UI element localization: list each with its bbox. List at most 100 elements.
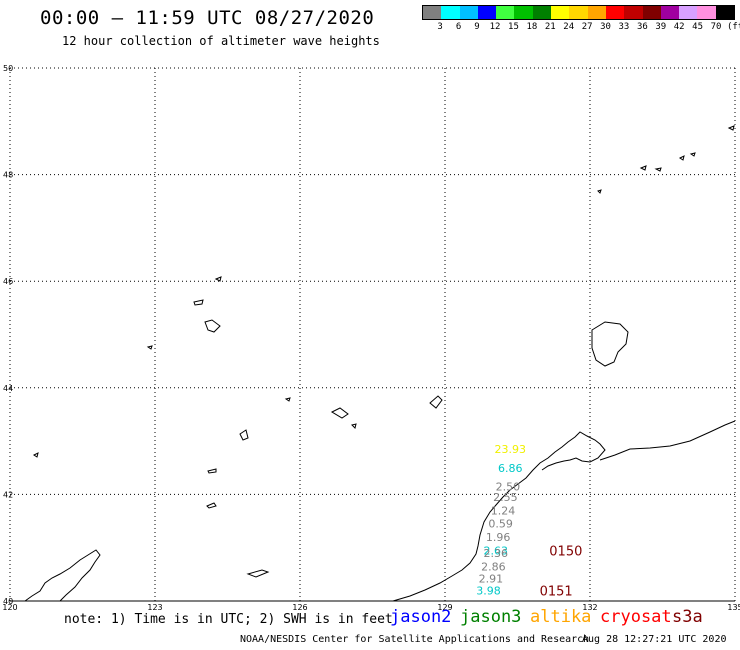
legend-label: 12: [489, 22, 501, 32]
satellite-jason2: jason2: [390, 607, 452, 627]
lake-khanka: [591, 321, 629, 367]
lat-label: 40: [3, 597, 13, 606]
lat-lon-grid: [9, 67, 736, 602]
wave-height-value: 1.96: [486, 531, 511, 544]
legend-swatch: [587, 6, 606, 19]
footer-credit: NOAA/NESDIS Center for Satellite Applica…: [240, 634, 590, 645]
legend-swatch: [477, 6, 497, 19]
lon-label: 123: [147, 603, 162, 612]
satellite-altika: altika: [530, 607, 592, 627]
lake-small-13: [351, 423, 357, 429]
wave-height-value: 2.55: [493, 491, 518, 504]
latitude-labels: 50 48 46 44 42 40: [3, 64, 13, 606]
legend-swatch: [441, 6, 460, 19]
lake-small-16: [679, 155, 685, 161]
wave-height-value: 6.86: [498, 462, 523, 475]
legend-swatch: [697, 6, 716, 19]
pass-labels: 0150 0151: [540, 544, 583, 599]
lon-label: 120: [2, 603, 17, 612]
legend-unit: (ft): [727, 22, 740, 32]
wave-height-value: 2.86: [481, 560, 506, 573]
lake-small-19: [727, 125, 735, 131]
lake-small-10: [146, 345, 153, 350]
wave-height-value: 1.24: [491, 504, 516, 517]
legend-swatch: [514, 6, 533, 19]
lake-small-18: [597, 189, 602, 194]
lon-label: 126: [292, 603, 307, 612]
lake-small-3: [330, 407, 349, 419]
legend-swatch: [496, 6, 515, 19]
coastline-korea-peninsula: [392, 431, 606, 602]
lat-label: 42: [3, 490, 13, 499]
map-subtitle: 12 hour collection of altimeter wave hei…: [62, 34, 380, 48]
lake-small-12: [284, 397, 291, 402]
coastline-liaodong: [24, 549, 101, 602]
legend-label: 42: [673, 22, 685, 32]
lat-label: 50: [3, 64, 13, 73]
map-title: 00:00 – 11:59 UTC 08/27/2020: [40, 7, 375, 29]
legend-label: 70: [710, 22, 722, 32]
legend-label: 21: [544, 22, 556, 32]
legend-swatch: [679, 6, 698, 19]
wave-height-value: 2.36: [484, 547, 509, 560]
legend-swatch: [605, 6, 625, 19]
lake-small-1: [204, 319, 221, 333]
legend-swatch: [532, 6, 552, 19]
longitude-labels: 120 123 126 129 132 135: [2, 603, 740, 612]
legend-label: 27: [581, 22, 593, 32]
legend-label: 15: [508, 22, 519, 32]
legend-label: 24: [563, 22, 575, 32]
legend-label: 3: [437, 22, 443, 32]
lake-small-15: [654, 167, 662, 172]
lake-small-14: [639, 165, 647, 171]
footer-note: note: 1) Time is in UTC; 2) SWH is in fe…: [64, 612, 393, 627]
legend-label: 39: [655, 22, 667, 32]
legend-swatch: [551, 6, 570, 19]
satellite-cryosat: cryosat: [600, 607, 672, 627]
lake-small-6: [207, 468, 217, 474]
lake-small-2: [193, 299, 204, 306]
lake-small-4: [429, 395, 443, 409]
lon-label: 132: [582, 603, 597, 612]
legend-swatch: [660, 6, 680, 19]
lat-label: 48: [3, 171, 13, 180]
legend-swatch: [624, 6, 643, 19]
legend-swatch: [642, 6, 661, 19]
satellite-s3a: s3a: [672, 607, 703, 627]
lake-small-5: [239, 429, 249, 441]
wave-height-value: 0.59: [488, 518, 513, 531]
wave-height-points: 23.93 6.86 2.502.551.240.591.962.632.362.8…: [476, 443, 526, 597]
wave-height-value: 2.91: [479, 573, 504, 586]
wave-height-value: 3.98: [476, 584, 501, 597]
lat-label: 46: [3, 277, 13, 286]
legend-label: 6: [455, 22, 462, 32]
coastline: [24, 125, 736, 602]
wave-height-value: 23.93: [495, 443, 527, 456]
lake-small-11: [33, 452, 39, 458]
legend-label: 33: [618, 22, 630, 32]
legend-swatch: [423, 6, 442, 19]
legend-swatch: [459, 6, 478, 19]
legend-swatch: [569, 6, 588, 19]
pass-number: 0151: [540, 584, 573, 599]
legend-label: 30: [600, 22, 611, 32]
legend-color-bar: [422, 5, 735, 20]
legend-swatch: [715, 6, 735, 19]
wave-height-value: 2.50: [496, 480, 521, 493]
wave-height-value: 2.63: [484, 544, 509, 557]
pass-number: 0150: [549, 544, 582, 559]
legend-label: 36: [636, 22, 648, 32]
lake-small-9: [214, 276, 222, 282]
lake-small-8: [246, 569, 270, 578]
lon-label: 135: [727, 603, 740, 612]
legend-label: 18: [526, 22, 538, 32]
lat-label: 44: [3, 384, 13, 393]
lake-small-17: [689, 152, 696, 157]
coastline-primorye: [599, 420, 736, 461]
lon-label: 129: [437, 603, 452, 612]
legend-label: 9: [474, 22, 480, 32]
footer-timestamp: Aug 28 12:27:21 UTC 2020: [582, 634, 727, 645]
